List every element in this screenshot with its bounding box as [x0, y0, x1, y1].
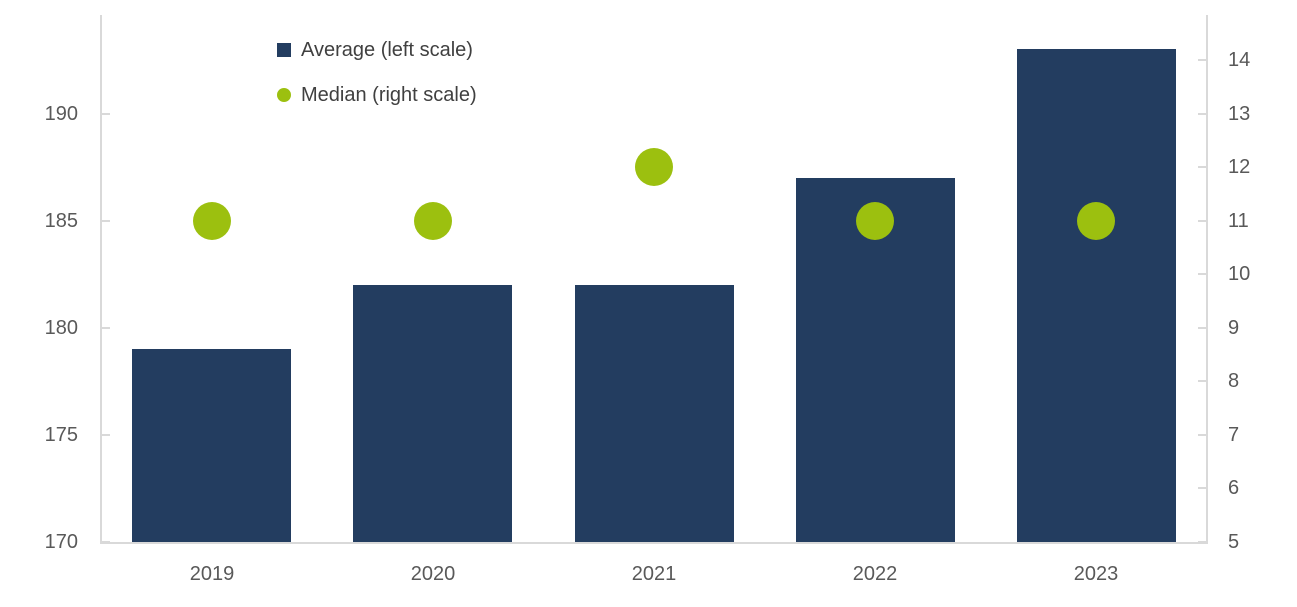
median-dot-2019	[193, 202, 231, 240]
right-axis-tick-label-10: 10	[1228, 263, 1251, 285]
median-dot-swatch-icon	[277, 88, 291, 102]
legend-label-average: Average (left scale)	[301, 39, 473, 61]
left-axis-tick-label-180: 180	[44, 317, 78, 339]
right-axis-tick-12	[1198, 166, 1206, 168]
left-axis-tick-label-190: 190	[44, 103, 78, 125]
right-axis-tick-7	[1198, 434, 1206, 436]
median-dot-2021	[635, 148, 673, 186]
legend-item-average: Average (left scale)	[277, 37, 477, 63]
median-dot-2023	[1077, 202, 1115, 240]
right-axis-tick-label-8: 8	[1228, 370, 1240, 392]
left-axis-line	[100, 15, 102, 544]
left-axis-tick-175	[102, 434, 110, 436]
right-axis-tick-14	[1198, 59, 1206, 61]
left-axis-tick-185	[102, 220, 110, 222]
x-axis-line	[100, 542, 1208, 544]
right-axis-tick-label-9: 9	[1228, 317, 1240, 339]
right-axis-tick-5	[1198, 541, 1206, 543]
x-axis-label-2020: 2020	[410, 563, 456, 585]
median-dot-2020	[414, 202, 452, 240]
right-axis-tick-13	[1198, 113, 1206, 115]
right-axis-tick-label-5: 5	[1228, 531, 1240, 553]
x-axis-label-2021: 2021	[631, 563, 677, 585]
left-axis-tick-190	[102, 113, 110, 115]
right-axis-tick-9	[1198, 327, 1206, 329]
legend-label-median: Median (right scale)	[301, 84, 477, 106]
right-axis-tick-label-12: 12	[1228, 156, 1251, 178]
right-axis-tick-11	[1198, 220, 1206, 222]
x-axis-label-2022: 2022	[852, 563, 898, 585]
right-axis-tick-label-13: 13	[1228, 103, 1251, 125]
left-axis-tick-label-170: 170	[44, 531, 78, 553]
right-axis-tick-label-6: 6	[1228, 477, 1240, 499]
right-axis-tick-10	[1198, 273, 1206, 275]
left-axis-tick-180	[102, 327, 110, 329]
right-axis-tick-label-11: 11	[1228, 210, 1249, 232]
left-axis-tick-label-185: 185	[44, 210, 78, 232]
average-bar-swatch-icon	[277, 43, 291, 57]
median-dot-2022	[856, 202, 894, 240]
right-axis-tick-6	[1198, 487, 1206, 489]
left-axis-tick-170	[102, 541, 110, 543]
bar-2019	[132, 349, 291, 542]
bar-2021	[575, 285, 734, 542]
right-axis-tick-label-7: 7	[1228, 424, 1240, 446]
legend-item-median: Median (right scale)	[277, 82, 477, 108]
x-axis-label-2019: 2019	[189, 563, 235, 585]
left-axis-tick-label-175: 175	[44, 424, 78, 446]
legend: Average (left scale) Median (right scale…	[277, 37, 477, 108]
x-axis-label-2023: 2023	[1073, 563, 1119, 585]
bar-2020	[353, 285, 512, 542]
right-axis-tick-label-14: 14	[1228, 49, 1251, 71]
right-axis-tick-8	[1198, 380, 1206, 382]
right-axis-line	[1206, 15, 1208, 544]
bar-2023	[1017, 49, 1176, 542]
